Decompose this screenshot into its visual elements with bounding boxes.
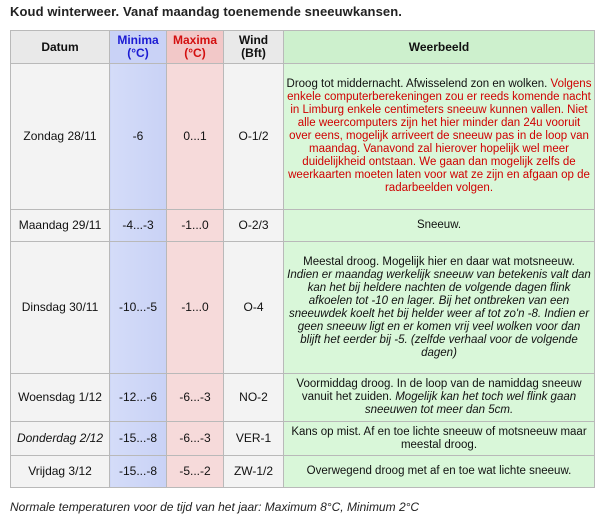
row-maxima: -1...0 <box>166 209 224 242</box>
header-minima-unit: (°C) <box>127 46 149 60</box>
header-wind-label: Wind <box>238 33 269 47</box>
row-wind: ZW-1/2 <box>223 455 284 488</box>
row-weerbeeld: Sneeuw. <box>283 209 595 242</box>
row-date: Donderdag 2/12 <box>10 421 110 456</box>
row-weerbeeld-warning: Volgens enkele computerberekeningen zou … <box>287 78 592 194</box>
row-maxima: -6...-3 <box>166 421 224 456</box>
row-maxima: -1...0 <box>166 241 224 374</box>
row-weerbeeld-note: Indien er maandag werkelijk sneeuw van b… <box>287 268 591 359</box>
header-wind-unit: (Bft) <box>241 46 266 60</box>
weather-table: Datum Minima (°C) Maxima (°C) Wind (Bft)… <box>10 30 595 488</box>
row-minima: -10...-5 <box>109 241 167 374</box>
row-maxima: 0...1 <box>166 63 224 210</box>
footnote-normal-temperatures: Normale temperaturen voor de tijd van he… <box>10 500 420 514</box>
row-maxima: -6...-3 <box>166 373 224 422</box>
header-weerbeeld: Weerbeeld <box>283 30 595 64</box>
row-maxima: -5...-2 <box>166 455 224 488</box>
header-minima-label: Minima <box>117 33 159 47</box>
row-wind: O-2/3 <box>223 209 284 242</box>
page-heading: Koud winterweer. Vanaf maandag toenemend… <box>10 4 403 19</box>
row-weerbeeld-text: Sneeuw. <box>416 219 462 231</box>
row-weerbeeld: Droog tot middernacht. Afwisselend zon e… <box>283 63 595 210</box>
row-date: Vrijdag 3/12 <box>10 455 110 488</box>
row-wind: O-1/2 <box>223 63 284 210</box>
header-date: Datum <box>10 30 110 64</box>
row-date: Maandag 29/11 <box>10 209 110 242</box>
row-weerbeeld: Meestal droog. Mogelijk hier en daar wat… <box>283 241 595 374</box>
header-maxima-label: Maxima <box>172 33 218 47</box>
table-row: Maandag 29/11 -4...-3 -1...0 O-2/3 Sneeu… <box>10 209 595 242</box>
row-wind: O-4 <box>223 241 284 374</box>
row-minima: -4...-3 <box>109 209 167 242</box>
header-maxima: Maxima (°C) <box>166 30 224 64</box>
row-date: Woensdag 1/12 <box>10 373 110 422</box>
row-weerbeeld: Kans op mist. Af en toe lichte sneeuw of… <box>283 421 595 456</box>
row-minima: -15...-8 <box>109 455 167 488</box>
row-date: Dinsdag 30/11 <box>10 241 110 374</box>
row-weerbeeld: Overwegend droog met af en toe wat licht… <box>283 455 595 488</box>
row-minima: -12...-6 <box>109 373 167 422</box>
table-row: Donderdag 2/12 -15...-8 -6...-3 VER-1 Ka… <box>10 421 595 456</box>
row-weerbeeld-text: Kans op mist. Af en toe lichte sneeuw of… <box>291 425 587 451</box>
row-weerbeeld-text: Meestal droog. Mogelijk hier en daar wat… <box>303 255 575 268</box>
row-weerbeeld-text: Overwegend droog met af en toe wat licht… <box>306 465 572 477</box>
row-wind: VER-1 <box>223 421 284 456</box>
row-weerbeeld: Voormiddag droog. In de loop van de nami… <box>283 373 595 422</box>
table-row: Dinsdag 30/11 -10...-5 -1...0 O-4 Meesta… <box>10 241 595 374</box>
row-wind: NO-2 <box>223 373 284 422</box>
header-wind: Wind (Bft) <box>223 30 284 64</box>
table-row: Vrijdag 3/12 -15...-8 -5...-2 ZW-1/2 Ove… <box>10 455 595 488</box>
table-row: Zondag 28/11 -6 0...1 O-1/2 Droog tot mi… <box>10 63 595 210</box>
header-maxima-unit: (°C) <box>184 46 206 60</box>
row-date: Zondag 28/11 <box>10 63 110 210</box>
row-weerbeeld-text: Voormiddag droog. In de loop van de nami… <box>296 378 582 403</box>
row-minima: -15...-8 <box>109 421 167 456</box>
header-row: Datum Minima (°C) Maxima (°C) Wind (Bft)… <box>10 30 595 64</box>
row-minima: -6 <box>109 63 167 210</box>
row-weerbeeld-note: Mogelijk kan het toch wel flink gaan sne… <box>364 391 577 416</box>
table-row: Woensdag 1/12 -12...-6 -6...-3 NO-2 Voor… <box>10 373 595 422</box>
row-weerbeeld-text: Droog tot middernacht. Afwisselend zon e… <box>286 78 548 90</box>
header-minima: Minima (°C) <box>109 30 167 64</box>
